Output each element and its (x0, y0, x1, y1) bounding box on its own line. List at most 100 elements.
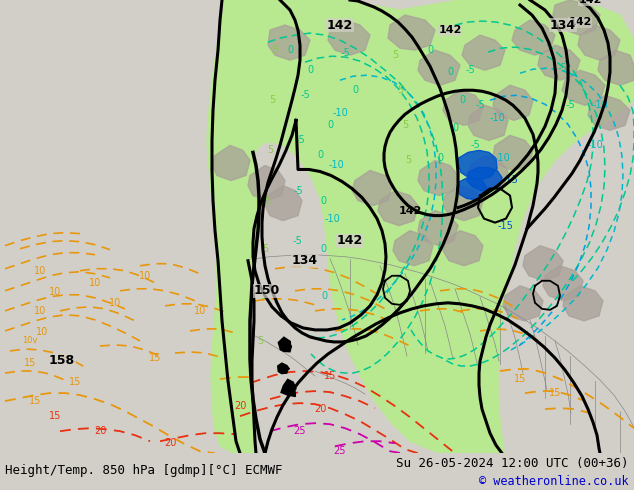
Text: 15: 15 (549, 388, 561, 398)
Text: -10: -10 (587, 141, 603, 150)
Text: -5: -5 (465, 65, 475, 75)
Text: 25: 25 (333, 446, 346, 456)
Polygon shape (281, 379, 296, 396)
Text: -5: -5 (557, 63, 567, 73)
Text: 0: 0 (459, 95, 465, 105)
Polygon shape (443, 90, 483, 125)
Text: -5: -5 (300, 90, 310, 100)
Polygon shape (278, 363, 289, 373)
Polygon shape (468, 155, 508, 191)
Polygon shape (328, 20, 370, 55)
Text: 10: 10 (36, 327, 48, 337)
Polygon shape (538, 45, 580, 80)
Polygon shape (418, 160, 458, 196)
Text: 5: 5 (402, 121, 408, 130)
Text: 10: 10 (139, 271, 151, 281)
Text: 20: 20 (94, 426, 106, 436)
Text: 0: 0 (452, 123, 458, 133)
Polygon shape (207, 0, 634, 453)
Text: 15: 15 (514, 374, 526, 384)
Text: 5: 5 (405, 155, 411, 166)
Text: 0: 0 (437, 153, 443, 164)
Text: 142: 142 (337, 234, 363, 247)
Text: -5: -5 (340, 48, 350, 58)
Text: -15: -15 (502, 175, 518, 186)
Polygon shape (212, 146, 250, 180)
Polygon shape (393, 231, 433, 266)
Polygon shape (512, 20, 555, 55)
Text: 5: 5 (269, 95, 275, 105)
Polygon shape (493, 85, 533, 121)
Text: 25: 25 (294, 426, 306, 436)
Polygon shape (462, 35, 505, 70)
Text: -5: -5 (295, 135, 305, 146)
Polygon shape (493, 135, 533, 171)
Text: 5: 5 (272, 45, 278, 55)
Text: 5: 5 (264, 196, 270, 205)
Text: -10: -10 (489, 113, 505, 123)
Polygon shape (278, 337, 292, 352)
Text: 0: 0 (307, 65, 313, 75)
Text: -5: -5 (470, 141, 480, 150)
Text: 0: 0 (320, 244, 326, 254)
Polygon shape (458, 150, 497, 179)
Polygon shape (563, 286, 603, 321)
Polygon shape (468, 105, 508, 141)
Text: 10: 10 (34, 266, 46, 276)
Text: 142: 142 (398, 206, 422, 216)
Text: -10: -10 (332, 108, 348, 118)
Text: 5: 5 (257, 336, 263, 346)
Text: -10: -10 (328, 160, 344, 171)
Text: 158: 158 (49, 354, 75, 368)
Polygon shape (457, 178, 487, 199)
Polygon shape (388, 15, 435, 50)
Text: -10: -10 (324, 214, 340, 223)
Text: 5: 5 (262, 244, 268, 254)
Text: 0: 0 (320, 196, 326, 205)
Text: 10: 10 (109, 298, 121, 308)
Text: 20: 20 (164, 438, 176, 448)
Text: 15: 15 (29, 396, 41, 406)
Polygon shape (418, 211, 458, 245)
Text: -5: -5 (475, 100, 485, 110)
Polygon shape (467, 168, 502, 191)
Text: 0: 0 (447, 67, 453, 77)
Text: -5: -5 (565, 100, 575, 110)
Text: 5: 5 (397, 85, 403, 95)
Text: 134: 134 (550, 19, 576, 31)
Text: 20: 20 (314, 404, 326, 414)
Text: 10: 10 (34, 306, 46, 316)
Polygon shape (443, 231, 483, 266)
Text: 0: 0 (287, 45, 293, 55)
Text: 0: 0 (327, 121, 333, 130)
Text: -5: -5 (292, 236, 302, 245)
Text: 142: 142 (568, 17, 592, 27)
Text: 0: 0 (427, 45, 433, 55)
Polygon shape (578, 25, 620, 60)
Text: 142: 142 (327, 19, 353, 31)
Polygon shape (562, 70, 605, 105)
Text: 5: 5 (267, 146, 273, 155)
Text: 150: 150 (254, 284, 280, 297)
Polygon shape (598, 50, 634, 85)
Polygon shape (543, 266, 583, 301)
Text: Su 26-05-2024 12:00 UTC (00+36): Su 26-05-2024 12:00 UTC (00+36) (396, 457, 629, 470)
Text: 20: 20 (234, 401, 246, 411)
Text: 0: 0 (352, 85, 358, 95)
Text: 15: 15 (149, 353, 161, 363)
Text: -10: -10 (592, 100, 608, 110)
Text: Height/Temp. 850 hPa [gdmp][°C] ECMWF: Height/Temp. 850 hPa [gdmp][°C] ECMWF (5, 465, 283, 477)
Text: 10: 10 (194, 306, 206, 316)
Text: 0: 0 (321, 291, 327, 301)
Text: 10v: 10v (22, 337, 38, 345)
Text: 15: 15 (69, 377, 81, 387)
Text: 142: 142 (578, 0, 602, 5)
Text: 134: 134 (292, 254, 318, 267)
Text: 10: 10 (49, 287, 61, 297)
Text: 15: 15 (24, 358, 36, 368)
Text: 15: 15 (49, 411, 61, 421)
Polygon shape (523, 245, 563, 281)
Text: 10: 10 (89, 278, 101, 288)
Text: -15: -15 (497, 220, 513, 231)
Polygon shape (248, 166, 285, 200)
